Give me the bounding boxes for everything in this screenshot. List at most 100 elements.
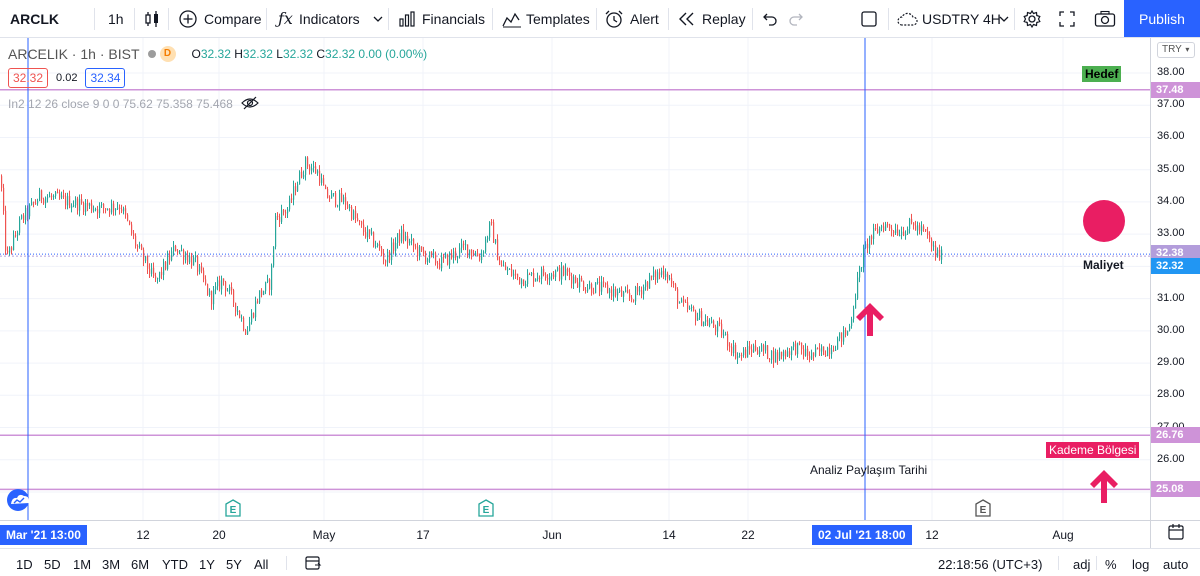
candle-body <box>519 277 521 285</box>
range-button-ytd[interactable]: YTD <box>162 557 188 572</box>
candle <box>205 275 207 286</box>
candle-body <box>57 192 59 194</box>
delayed-badge[interactable]: D <box>159 46 176 62</box>
chart-legend: ARCELIK · 1h · BIST D O32.32 H32.32 L32.… <box>8 44 427 114</box>
candle <box>441 252 443 272</box>
templates-button[interactable]: Templates <box>502 0 590 37</box>
financials-button[interactable]: Financials <box>398 0 485 37</box>
range-button-1d[interactable]: 1D <box>16 557 33 572</box>
time-tick: 12 <box>136 528 150 542</box>
candle <box>879 226 881 236</box>
range-button-6m[interactable]: 6M <box>131 557 150 572</box>
redo-button[interactable] <box>788 0 804 37</box>
percent-toggle[interactable]: % <box>1105 557 1117 572</box>
candle-body <box>533 273 535 282</box>
candle-body <box>789 351 791 356</box>
range-button-1y[interactable]: 1Y <box>199 557 215 572</box>
candle-body <box>689 307 691 309</box>
currency-selector[interactable]: TRY ▾ <box>1157 42 1195 58</box>
alert-button[interactable]: Alert <box>604 0 659 37</box>
indicators-dropdown[interactable] <box>372 0 384 37</box>
candle <box>401 225 403 244</box>
candle-body <box>145 256 147 261</box>
range-button-5y[interactable]: 5Y <box>226 557 242 572</box>
candle <box>919 222 921 235</box>
fullscreen-select-button[interactable] <box>860 0 878 37</box>
range-button-1m[interactable]: 1M <box>73 557 92 572</box>
candle-body <box>815 348 817 356</box>
candle-body <box>631 297 633 300</box>
candle-body <box>665 273 667 278</box>
eye-hidden-icon[interactable] <box>241 96 259 113</box>
candle <box>23 213 25 223</box>
snapshot-button[interactable] <box>1094 0 1116 37</box>
candle-body <box>403 229 405 241</box>
candle-body <box>171 251 173 261</box>
adj-toggle[interactable]: adj <box>1073 557 1091 572</box>
candle-body <box>217 280 219 287</box>
price-axis[interactable]: TRY ▾ 38.0037.0036.0035.0034.0033.0032.0… <box>1150 38 1200 520</box>
candle-body <box>485 239 487 252</box>
candle <box>447 253 449 266</box>
candle <box>297 181 299 193</box>
candle-body <box>329 197 331 199</box>
candle <box>293 180 295 206</box>
candle-body <box>893 230 895 233</box>
candle <box>787 347 789 358</box>
candle <box>107 208 109 211</box>
candle-body <box>343 197 345 202</box>
candle <box>19 216 21 236</box>
auto-toggle[interactable]: auto <box>1163 557 1189 572</box>
undo-button[interactable] <box>762 0 778 37</box>
tradingview-logo[interactable] <box>6 488 36 517</box>
compare-button[interactable]: Compare <box>178 0 262 37</box>
target-label[interactable]: Hedef <box>1082 66 1122 82</box>
candle <box>701 308 703 327</box>
indicators-button[interactable]: ƒx Indicators <box>278 9 360 28</box>
publish-button[interactable]: Publish <box>1124 0 1200 37</box>
fullscreen-button[interactable] <box>1058 0 1076 37</box>
time-axis[interactable]: 12 20 May 17 Jun 14 22 12 Aug Mar '21 13:00 02 J… <box>0 520 1150 548</box>
candle <box>527 269 529 287</box>
clock[interactable]: 22:18:56 (UTC+3) <box>938 557 1043 572</box>
range-button-5d[interactable]: 5D <box>44 557 61 572</box>
time-tick: 17 <box>416 528 430 542</box>
layout-dropdown[interactable] <box>998 0 1010 37</box>
candle <box>789 348 791 359</box>
cost-label[interactable]: Maliyet <box>1083 258 1124 272</box>
candle-body <box>371 232 373 234</box>
candle <box>455 247 457 261</box>
zone-label[interactable]: Kademe Bölgesi <box>1046 442 1140 458</box>
log-toggle[interactable]: log <box>1132 557 1150 572</box>
layout-button[interactable]: USDTRY 4H <box>896 0 1001 37</box>
legend-symbol[interactable]: ARCELIK <box>8 46 68 62</box>
interval-button[interactable]: 1h <box>108 10 124 27</box>
candle-body <box>601 281 603 292</box>
candle-body <box>295 186 297 192</box>
candle <box>245 328 247 336</box>
candle <box>845 327 847 338</box>
axis-settings-button[interactable] <box>1150 520 1200 548</box>
range-button-all[interactable]: All <box>254 557 269 572</box>
candle-body <box>555 270 557 278</box>
goto-date-button[interactable] <box>304 555 322 574</box>
candle <box>171 247 173 262</box>
symbol-search-button[interactable]: ARCLK <box>10 0 59 37</box>
share-date-label[interactable]: Analiz Paylaşım Tarihi <box>810 463 928 477</box>
buy-price-box[interactable]: 32.34 <box>85 68 126 88</box>
candle-body <box>7 250 9 253</box>
range-button-3m[interactable]: 3M <box>102 557 121 572</box>
candle-body <box>513 273 515 276</box>
candle-body <box>455 251 457 258</box>
candle-body <box>603 281 605 283</box>
candle-body <box>761 345 763 352</box>
chart-type-button[interactable] <box>144 0 160 37</box>
sell-price-box[interactable]: 32.32 <box>8 68 49 88</box>
candle-body <box>229 286 231 291</box>
settings-button[interactable] <box>1022 0 1042 37</box>
indicator-legend[interactable]: In2 12 26 close 9 0 0 75.62 75.358 75.46… <box>8 94 427 114</box>
replay-button[interactable]: Replay <box>678 0 746 37</box>
candle-body <box>731 346 733 354</box>
